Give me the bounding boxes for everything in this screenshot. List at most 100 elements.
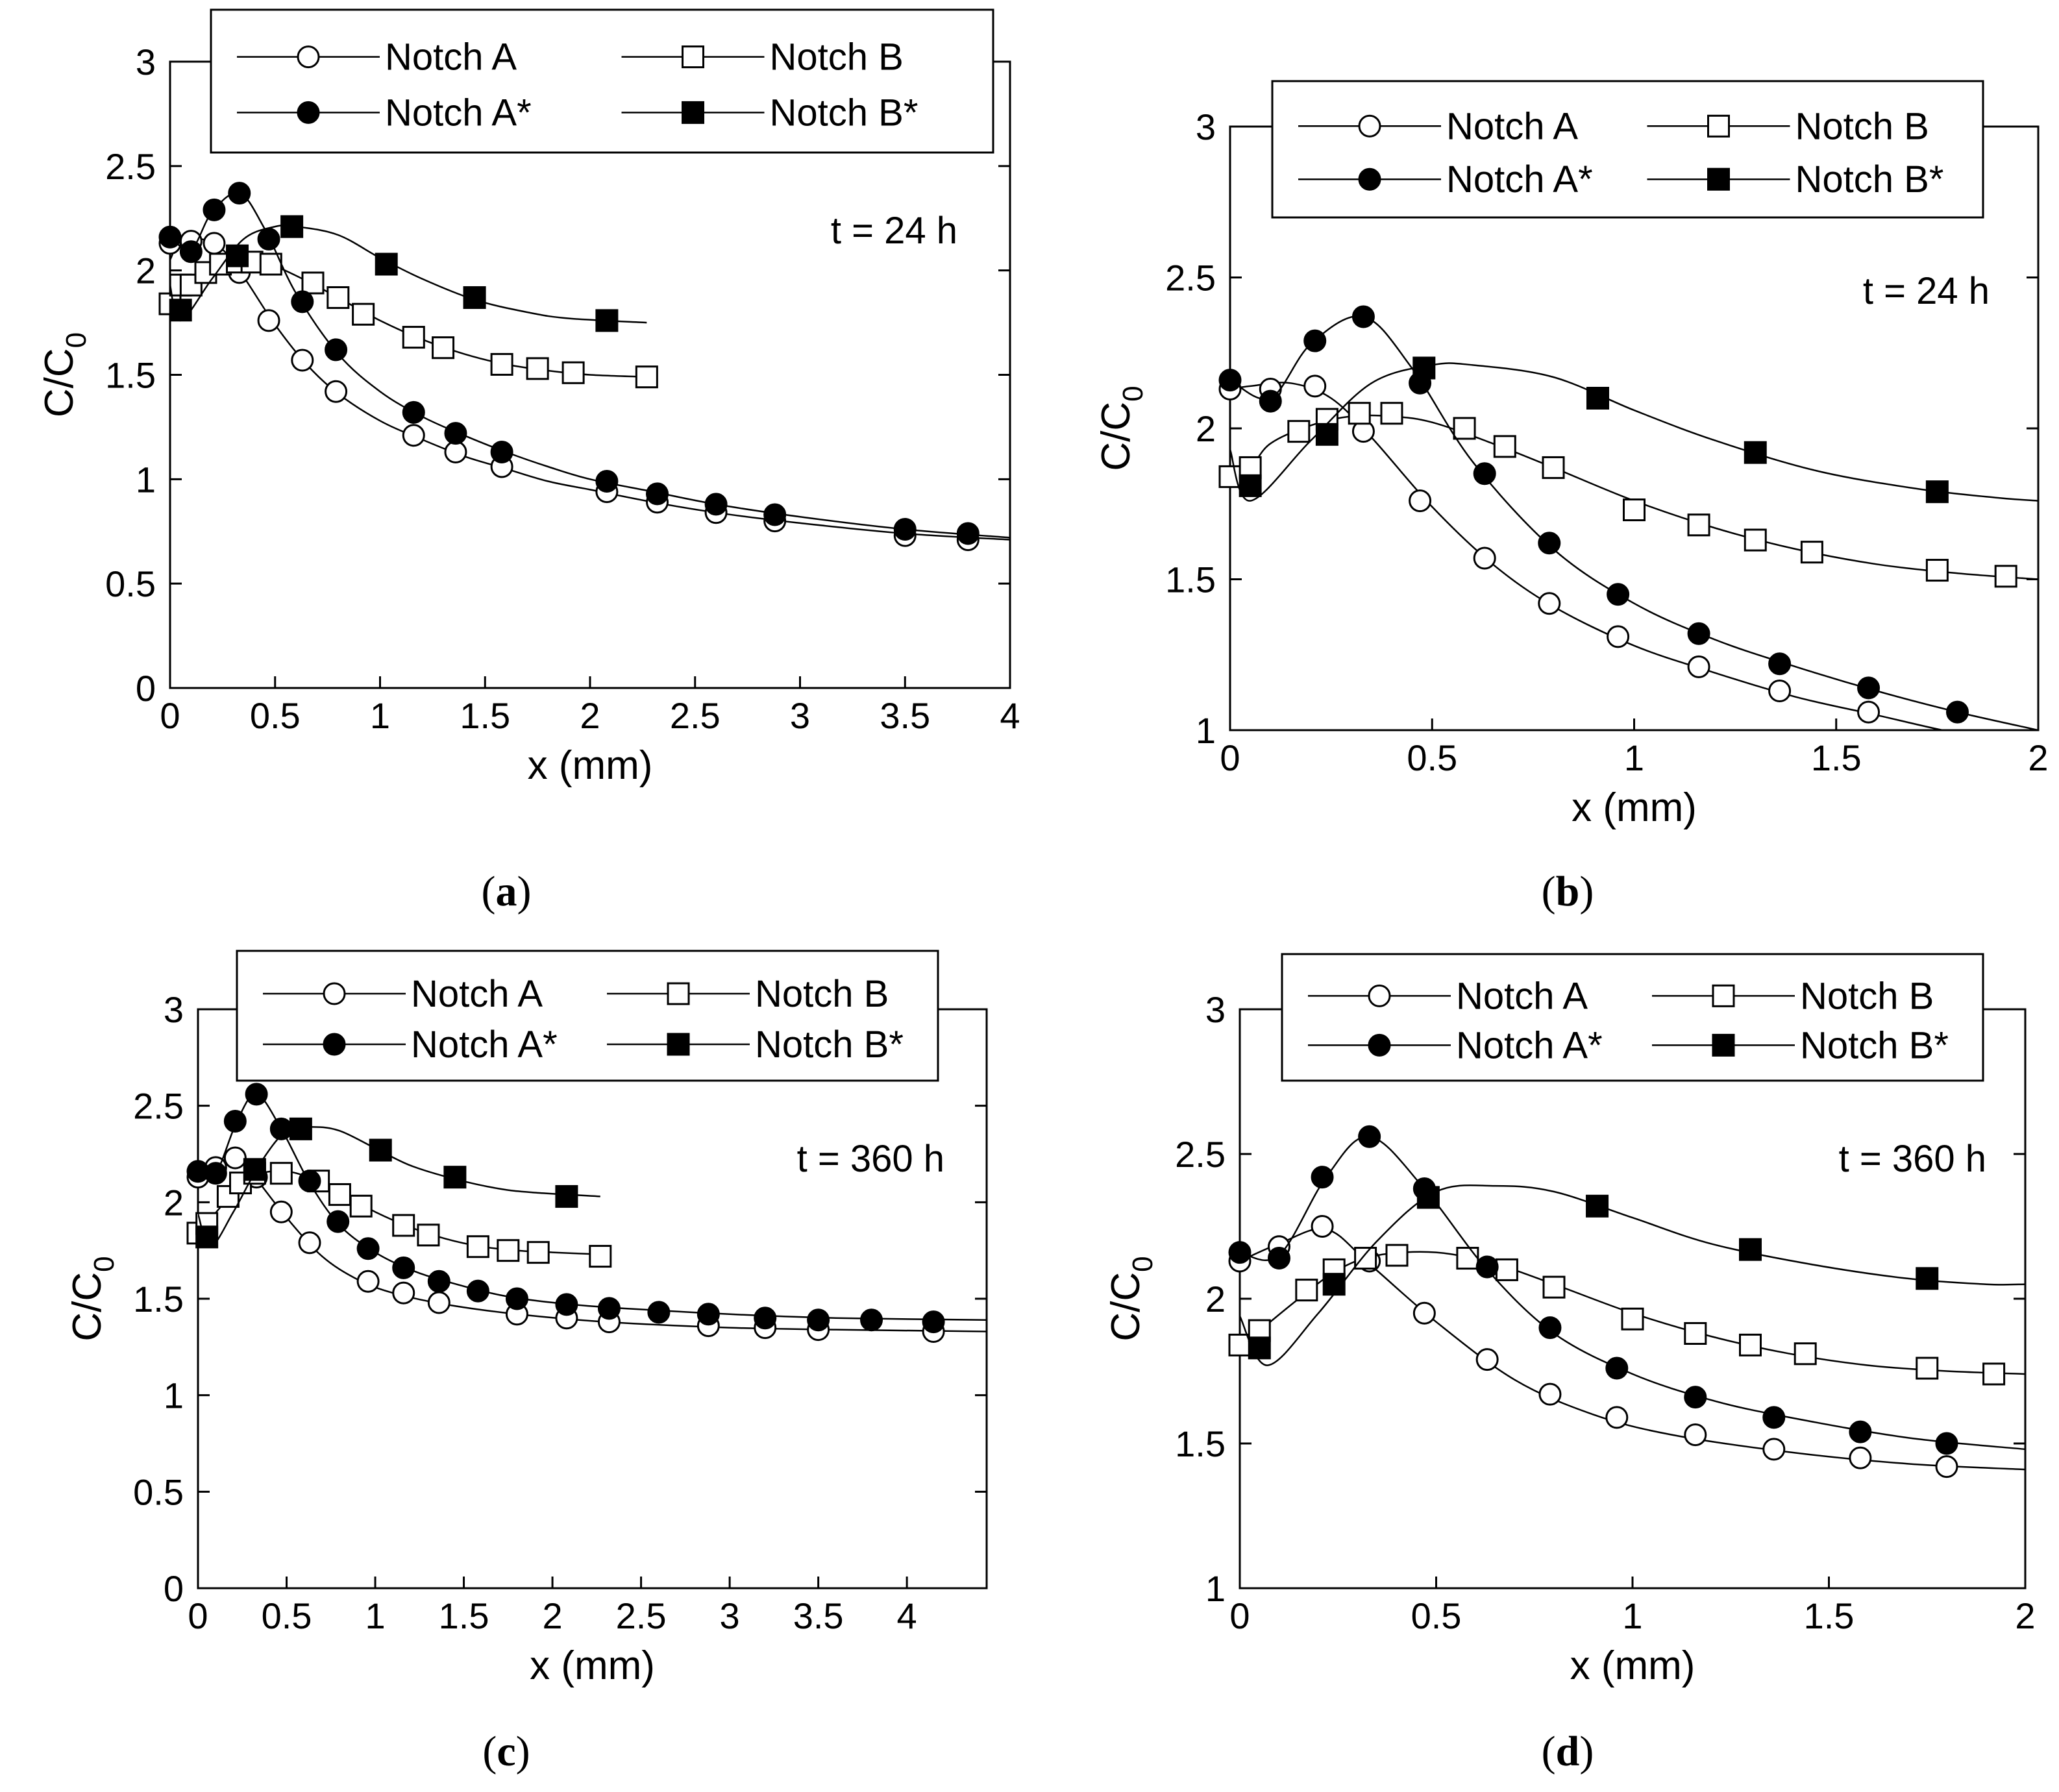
data-point bbox=[325, 338, 348, 362]
caption-letter: b bbox=[1556, 868, 1580, 915]
data-point bbox=[1739, 1238, 1762, 1261]
x-axis-label: x (mm) bbox=[1570, 1643, 1695, 1688]
y-axis-label-subscript: 0 bbox=[88, 1256, 120, 1271]
data-point bbox=[1687, 655, 1710, 678]
series-notch-a-star bbox=[1218, 305, 2038, 730]
data-point bbox=[1354, 1247, 1377, 1270]
chart-a: 0 0.5 1 1.5 2 2.5 3 3.5 400.511.522.53x (mm)C/C0… bbox=[37, 8, 1020, 915]
time-annotation: t = 24 h bbox=[1863, 270, 1990, 312]
data-point bbox=[1744, 441, 1767, 464]
y-axis-label: C/C0 bbox=[37, 332, 92, 417]
data-point bbox=[257, 227, 280, 251]
data-point bbox=[1348, 402, 1371, 425]
data-point bbox=[1857, 700, 1880, 724]
x-tick-label: 1.5 bbox=[1811, 737, 1862, 778]
legend-entry-label: Notch A bbox=[1456, 975, 1588, 1017]
caption-paren-close: ) bbox=[1579, 868, 1594, 915]
data-point bbox=[697, 1303, 720, 1326]
y-tick-label: 1 bbox=[1205, 1568, 1226, 1609]
legend-marker bbox=[667, 982, 690, 1005]
legend: Notch A Notch B Notch A* Notch B* bbox=[236, 950, 939, 1082]
data-point bbox=[1794, 1342, 1817, 1366]
y-axis-label-main: C/C bbox=[65, 1272, 110, 1342]
x-tick-label: 2.5 bbox=[616, 1595, 667, 1636]
y-tick-label: 1 bbox=[1196, 710, 1216, 751]
legend-marker bbox=[1368, 1033, 1391, 1057]
y-axis-label-subscript: 0 bbox=[1117, 386, 1149, 401]
legend-marker bbox=[682, 45, 704, 69]
data-point bbox=[466, 1235, 489, 1258]
caption-paren-open: ( bbox=[482, 1728, 497, 1775]
data-point bbox=[179, 240, 203, 264]
series-notch-a-star bbox=[186, 1083, 987, 1334]
data-point bbox=[444, 441, 467, 464]
data-point bbox=[1857, 676, 1880, 700]
time-annotation: t = 360 h bbox=[797, 1138, 944, 1180]
data-point bbox=[1475, 1348, 1499, 1371]
legend-marker bbox=[1358, 114, 1381, 138]
x-axis-label: x (mm) bbox=[528, 743, 653, 788]
data-point bbox=[291, 290, 314, 313]
data-point bbox=[1946, 700, 1969, 724]
data-point bbox=[402, 424, 425, 447]
legend-entry-label: Notch B bbox=[770, 36, 904, 79]
x-tick-label: 2.5 bbox=[670, 695, 721, 736]
data-point bbox=[1768, 680, 1792, 703]
x-tick-label: 0.5 bbox=[250, 695, 301, 736]
series-notch-b-star bbox=[1240, 1184, 2025, 1366]
legend-entry-label: Notch B* bbox=[1795, 158, 1944, 201]
series-notch-b bbox=[186, 1162, 612, 1268]
data-point bbox=[417, 1223, 440, 1247]
data-point bbox=[1218, 369, 1242, 392]
data-point bbox=[1456, 1247, 1479, 1270]
y-tick-label: 3 bbox=[164, 989, 184, 1030]
x-tick-label: 2 bbox=[2028, 737, 2048, 778]
data-point bbox=[1800, 541, 1823, 564]
data-point bbox=[1684, 1322, 1707, 1345]
data-point bbox=[1268, 1247, 1290, 1270]
data-point bbox=[392, 1214, 415, 1237]
data-point bbox=[204, 1162, 227, 1185]
series-notch-b-star bbox=[195, 1117, 600, 1249]
y-tick-label: 1.5 bbox=[133, 1279, 184, 1319]
y-tick-label: 2.5 bbox=[1165, 258, 1216, 299]
data-point bbox=[226, 244, 249, 267]
legend-marker bbox=[1712, 1033, 1735, 1057]
data-point bbox=[1538, 592, 1561, 615]
data-point bbox=[1412, 356, 1436, 380]
data-point bbox=[216, 1184, 240, 1208]
data-point bbox=[1538, 532, 1561, 555]
data-point bbox=[375, 252, 398, 276]
legend-entry-label: Notch A* bbox=[411, 1024, 558, 1066]
data-point bbox=[427, 1291, 450, 1314]
data-point bbox=[555, 1184, 578, 1208]
y-tick-label: 3 bbox=[1196, 106, 1216, 147]
y-tick-label: 3 bbox=[136, 42, 156, 82]
data-point bbox=[754, 1307, 777, 1330]
data-point bbox=[1493, 435, 1516, 458]
data-point bbox=[763, 503, 787, 526]
data-point bbox=[526, 357, 549, 380]
data-point bbox=[1303, 374, 1327, 398]
x-tick-label: 2 bbox=[580, 695, 600, 736]
y-tick-label: 1 bbox=[164, 1375, 184, 1416]
caption-paren-close: ) bbox=[1579, 1728, 1594, 1775]
x-tick-label: 1 bbox=[370, 695, 390, 736]
data-point bbox=[402, 326, 425, 349]
data-point bbox=[1315, 423, 1338, 446]
legend-marker bbox=[1707, 114, 1730, 138]
legend-entry-label: Notch A bbox=[411, 973, 543, 1015]
panel-caption: (a) bbox=[482, 868, 532, 915]
data-point bbox=[922, 1310, 945, 1334]
x-tick-label: 4 bbox=[897, 1595, 917, 1636]
legend-entry-label: Notch A bbox=[1446, 105, 1578, 147]
data-point bbox=[427, 1270, 450, 1293]
data-point bbox=[555, 1293, 578, 1316]
data-point bbox=[1473, 546, 1496, 570]
data-point bbox=[349, 1194, 373, 1218]
y-tick-label: 2 bbox=[164, 1182, 184, 1223]
data-point bbox=[1916, 1356, 1939, 1380]
y-axis-label: C/C0 bbox=[65, 1256, 120, 1341]
